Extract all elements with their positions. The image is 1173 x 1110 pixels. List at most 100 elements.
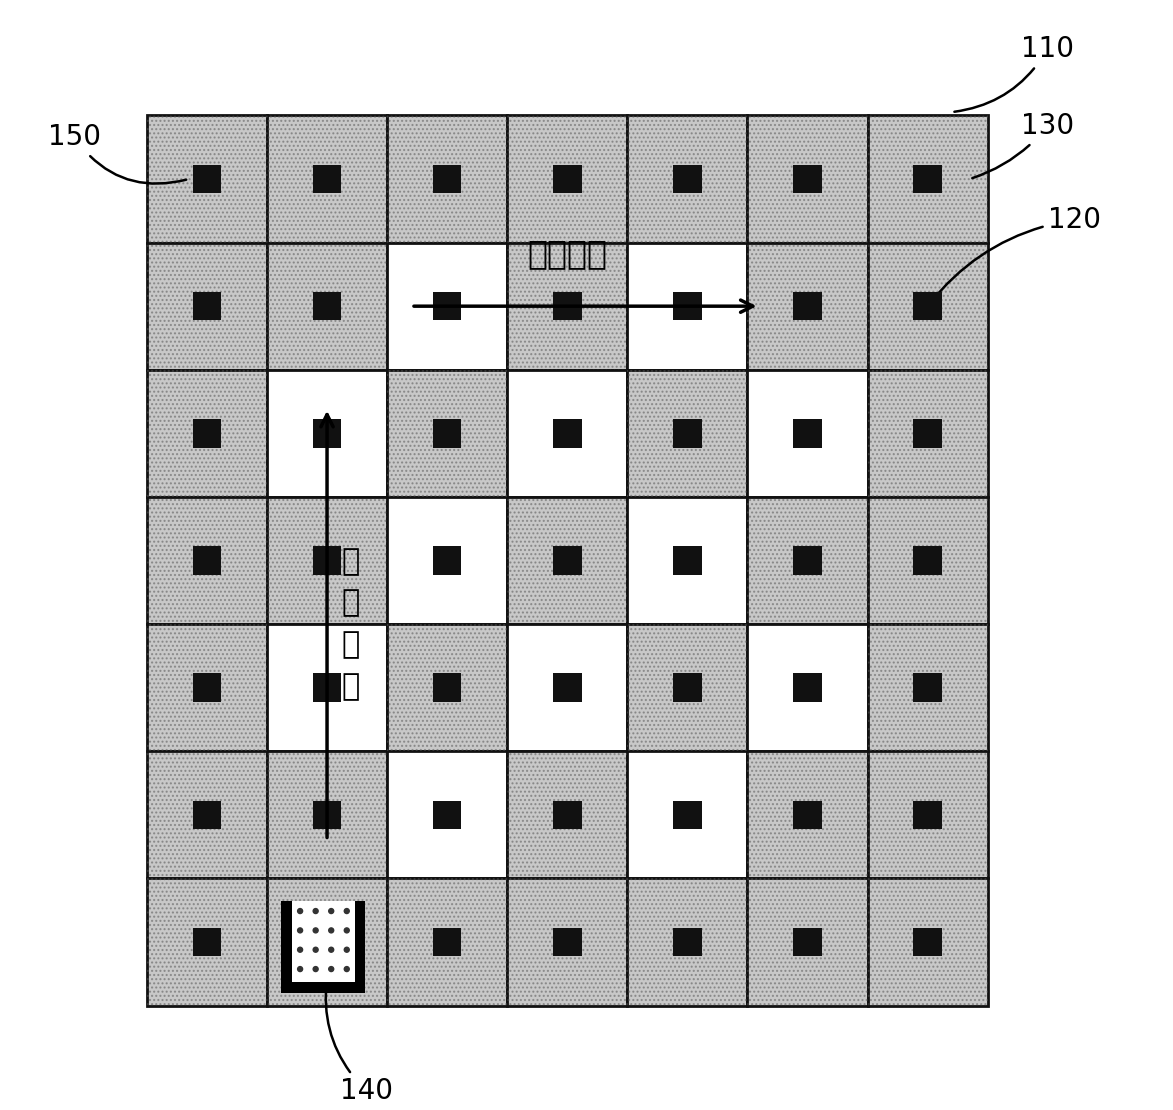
Bar: [628, 115, 747, 243]
Bar: [507, 751, 628, 878]
Bar: [868, 243, 988, 370]
Bar: [628, 878, 747, 1006]
Bar: [387, 624, 507, 751]
Bar: [313, 800, 341, 829]
Bar: [507, 497, 628, 624]
Bar: [868, 497, 988, 624]
Bar: [868, 624, 988, 751]
Bar: [673, 164, 701, 193]
Bar: [868, 878, 988, 1006]
Bar: [387, 497, 507, 624]
Bar: [282, 901, 366, 993]
Circle shape: [298, 967, 303, 971]
Bar: [914, 674, 942, 702]
Bar: [673, 420, 701, 447]
Bar: [793, 928, 822, 957]
Bar: [147, 624, 267, 751]
Bar: [507, 115, 628, 243]
Bar: [628, 370, 747, 497]
Bar: [868, 497, 988, 624]
Bar: [868, 115, 988, 243]
Bar: [433, 928, 461, 957]
Circle shape: [344, 909, 350, 914]
Bar: [147, 370, 267, 497]
Bar: [147, 115, 267, 243]
Bar: [552, 546, 582, 575]
Bar: [147, 751, 267, 878]
Bar: [507, 751, 628, 878]
Bar: [147, 497, 267, 624]
Bar: [267, 751, 387, 878]
Bar: [747, 115, 868, 243]
Bar: [552, 292, 582, 321]
Bar: [147, 115, 267, 243]
Bar: [292, 901, 354, 982]
Bar: [793, 292, 822, 321]
Bar: [747, 878, 868, 1006]
Bar: [433, 546, 461, 575]
Bar: [747, 624, 868, 751]
Bar: [868, 878, 988, 1006]
Bar: [267, 370, 387, 497]
Bar: [507, 243, 628, 370]
Bar: [868, 624, 988, 751]
Bar: [793, 546, 822, 575]
Bar: [387, 878, 507, 1006]
Bar: [433, 292, 461, 321]
Bar: [433, 674, 461, 702]
Bar: [673, 292, 701, 321]
Text: 130: 130: [972, 112, 1073, 178]
Bar: [433, 800, 461, 829]
Bar: [673, 546, 701, 575]
Bar: [747, 497, 868, 624]
Circle shape: [298, 947, 303, 952]
Circle shape: [328, 967, 333, 971]
Bar: [387, 624, 507, 751]
Bar: [313, 674, 341, 702]
Bar: [147, 243, 267, 370]
Bar: [793, 800, 822, 829]
Bar: [914, 546, 942, 575]
Bar: [628, 751, 747, 878]
Bar: [628, 243, 747, 370]
Circle shape: [313, 967, 318, 971]
Bar: [267, 115, 387, 243]
Circle shape: [344, 967, 350, 971]
Bar: [507, 243, 628, 370]
Bar: [387, 115, 507, 243]
Bar: [868, 751, 988, 878]
Circle shape: [328, 909, 333, 914]
Bar: [267, 751, 387, 878]
Bar: [192, 674, 222, 702]
Bar: [147, 497, 267, 624]
Bar: [387, 878, 507, 1006]
Text: 110: 110: [955, 36, 1073, 112]
Bar: [628, 497, 747, 624]
Bar: [147, 878, 267, 1006]
Bar: [673, 674, 701, 702]
Bar: [914, 420, 942, 447]
Bar: [628, 624, 747, 751]
Bar: [747, 243, 868, 370]
Bar: [747, 751, 868, 878]
Bar: [868, 243, 988, 370]
Bar: [747, 497, 868, 624]
Bar: [628, 624, 747, 751]
Bar: [267, 497, 387, 624]
Circle shape: [313, 928, 318, 932]
Bar: [387, 751, 507, 878]
Bar: [267, 497, 387, 624]
Bar: [914, 164, 942, 193]
Bar: [507, 878, 628, 1006]
Bar: [387, 370, 507, 497]
Bar: [868, 751, 988, 878]
Bar: [507, 370, 628, 497]
Bar: [868, 370, 988, 497]
Bar: [747, 243, 868, 370]
Text: 方: 方: [341, 630, 360, 659]
Bar: [868, 115, 988, 243]
Text: 馶: 馶: [341, 588, 360, 617]
Bar: [507, 497, 628, 624]
Text: 行: 行: [341, 546, 360, 576]
Bar: [267, 624, 387, 751]
